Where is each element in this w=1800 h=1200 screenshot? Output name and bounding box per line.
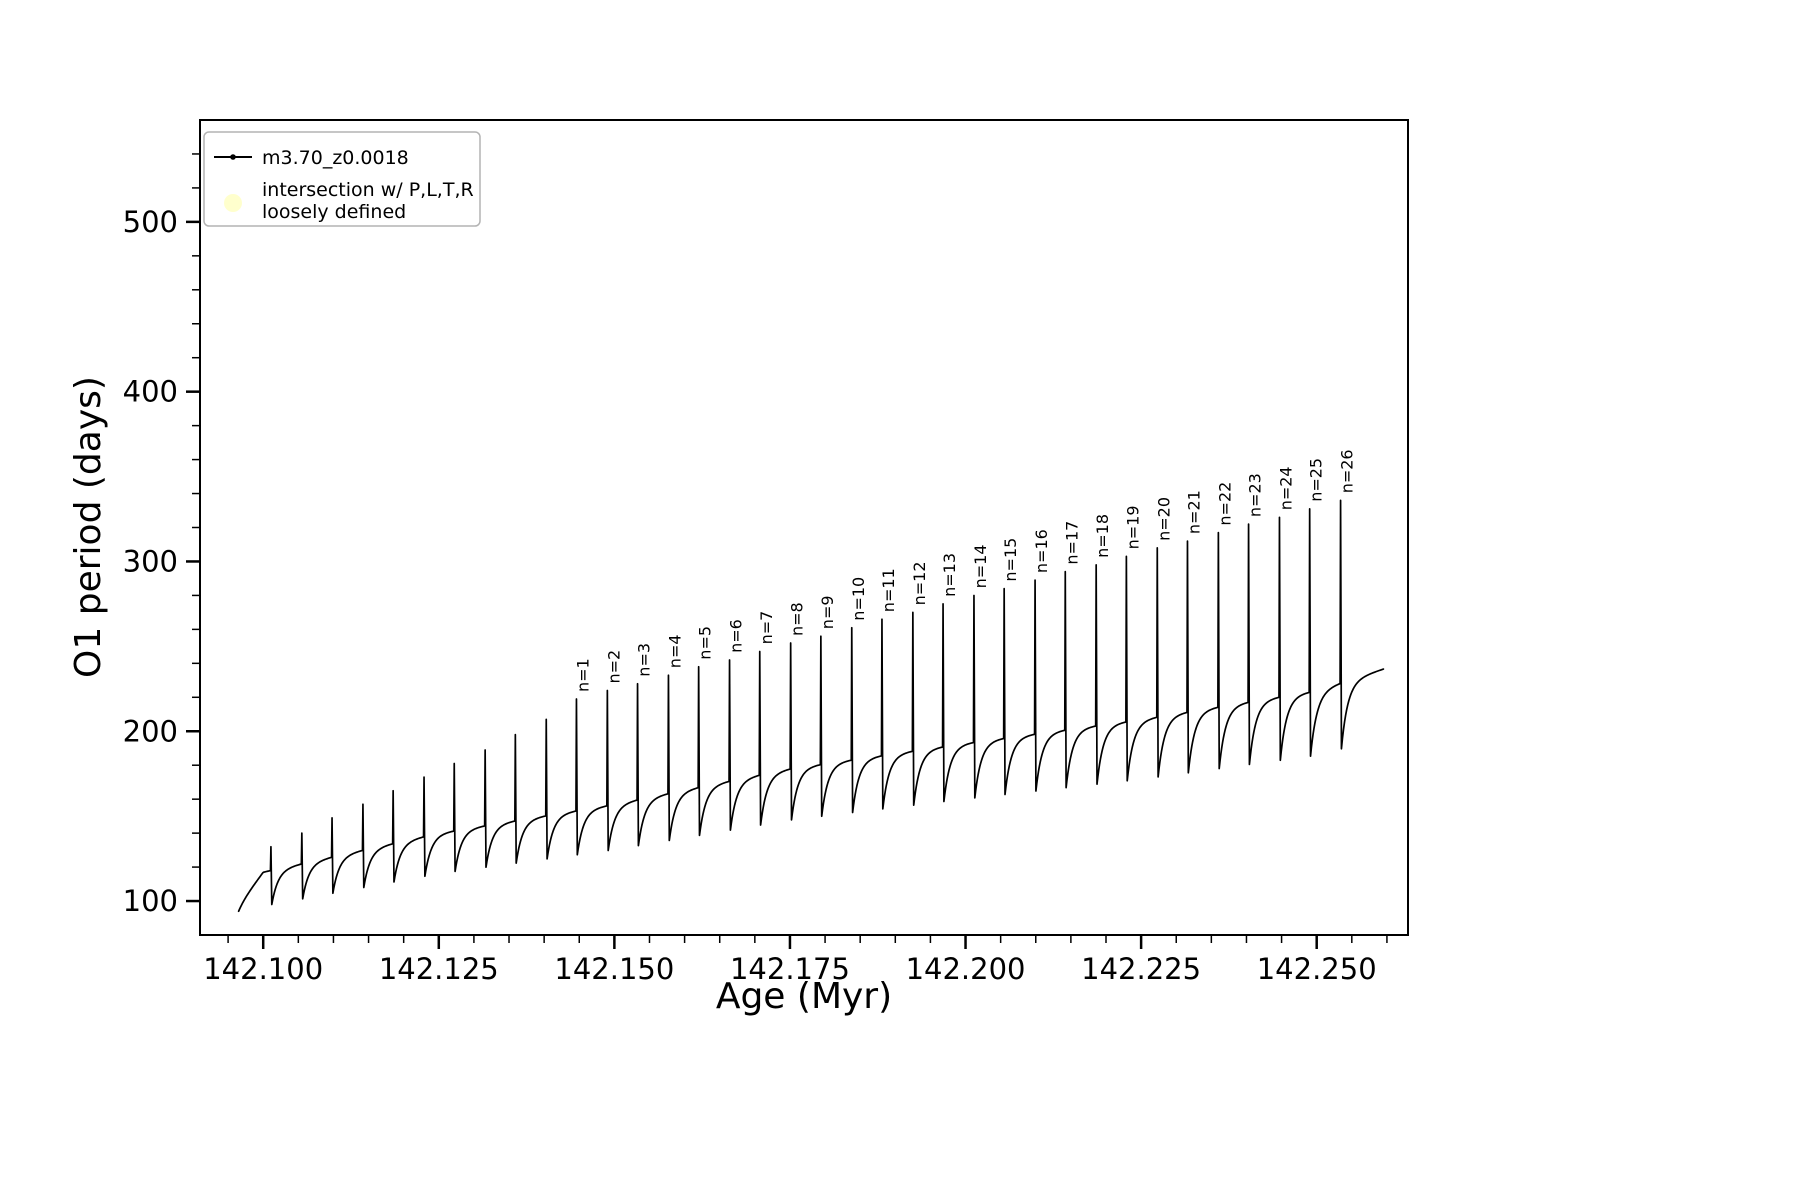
spike-annotation: n=20	[1154, 497, 1173, 541]
spike-annotation: n=13	[940, 553, 959, 597]
spike-annotation: n=14	[971, 544, 990, 588]
x-tick-label: 142.100	[203, 952, 323, 986]
spike-annotation: n=3	[635, 643, 654, 677]
legend-entry-intersection-line2: loosely defined	[262, 201, 406, 223]
spike-annotation: n=12	[910, 561, 929, 605]
spike-annotation: n=25	[1307, 458, 1326, 502]
spike-annotation: n=10	[849, 577, 868, 621]
x-tick-label: 142.125	[379, 952, 499, 986]
spike-annotation: n=7	[757, 611, 776, 645]
spike-annotation: n=18	[1093, 514, 1112, 558]
spike-annotation: n=16	[1032, 529, 1051, 573]
spike-annotation: n=23	[1246, 473, 1265, 517]
plot-spines	[199, 119, 1409, 936]
spike-annotation: n=2	[604, 650, 623, 684]
spike-annotation: n=22	[1215, 482, 1234, 526]
spike-annotation: n=4	[666, 634, 685, 668]
y-tick-label: 500	[123, 205, 178, 239]
legend-intersection-marker-icon	[224, 194, 242, 212]
legend-line-marker-icon	[230, 154, 236, 160]
spike-annotation: n=6	[727, 619, 746, 653]
spike-annotation: n=1	[573, 658, 592, 692]
series-curve	[237, 499, 1385, 913]
x-tick-label: 142.225	[1081, 952, 1201, 986]
legend-entry-series: m3.70_z0.0018	[262, 147, 409, 169]
spike-annotation: n=8	[788, 602, 807, 636]
x-tick-label: 142.250	[1257, 952, 1377, 986]
series-layer	[237, 499, 1385, 913]
y-tick-label: 400	[123, 375, 178, 409]
spike-annotation: n=15	[1001, 538, 1020, 582]
y-tick-label: 300	[123, 544, 178, 578]
y-tick-label: 200	[123, 714, 178, 748]
spike-annotation: n=19	[1123, 505, 1142, 549]
y-tick-label: 100	[123, 884, 178, 918]
legend-box	[203, 131, 481, 227]
legend-entry-intersection-line1: intersection w/ P,L,T,R	[262, 179, 474, 201]
spike-annotation: n=11	[879, 568, 898, 612]
x-tick-label: 142.200	[906, 952, 1026, 986]
y-axis-label: O1 period (days)	[68, 376, 109, 678]
spike-annotation: n=5	[696, 626, 715, 660]
spike-annotation: n=9	[818, 595, 837, 629]
x-axis-label: Age (Myr)	[716, 976, 892, 1017]
spike-annotation: n=26	[1338, 449, 1357, 493]
x-tick-label: 142.175	[730, 952, 850, 986]
annotation-layer: n=1 n=2 n=3 n=4 n=5 n=6 n=7 n=8 n=9 n=10 n=11 n=12 n…	[573, 449, 1356, 692]
legend: m3.70_z0.0018 intersection w/ P,L,T,R lo…	[203, 131, 481, 227]
spike-annotation: n=24	[1277, 466, 1296, 510]
x-tick-label: 142.150	[554, 952, 674, 986]
spike-annotation: n=17	[1062, 521, 1081, 565]
spike-annotation: n=21	[1185, 490, 1204, 534]
axes-layer: 142.100 142.125 142.150 142.175 142.200 142.2…	[123, 119, 1409, 986]
